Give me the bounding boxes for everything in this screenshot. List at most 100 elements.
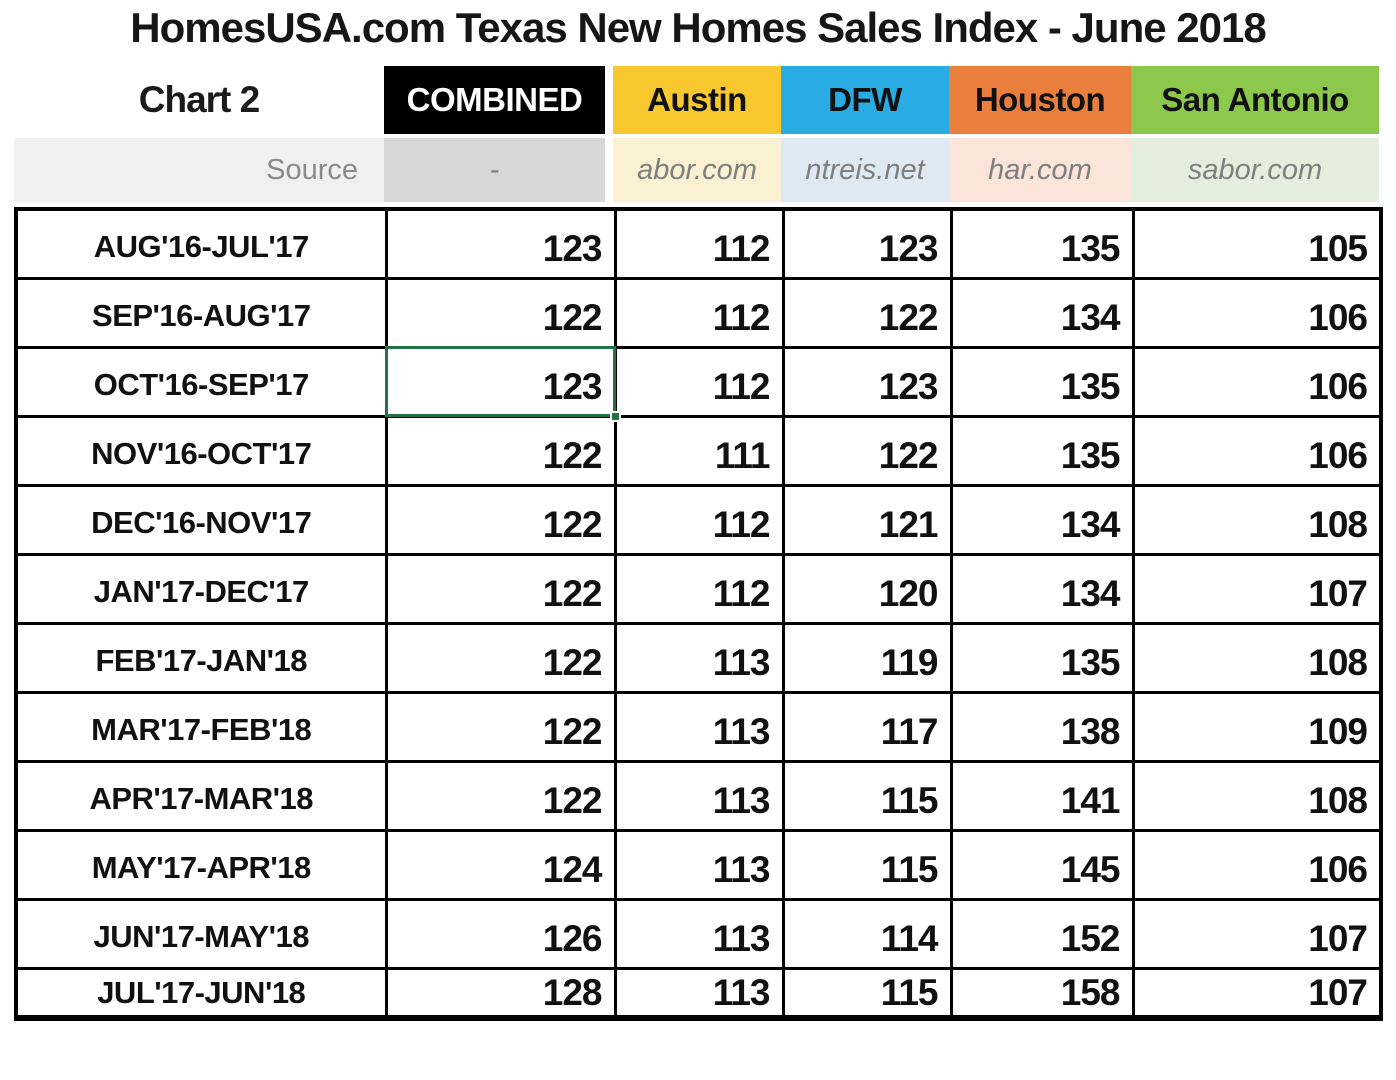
period-cell[interactable]: NOV'16-OCT'17: [14, 414, 388, 487]
table-row: APR'17-MAR'18 122 113 115 141 108: [14, 759, 1383, 832]
value-cell[interactable]: 112: [613, 207, 785, 280]
value-cell[interactable]: 106: [1131, 414, 1383, 487]
value-cell[interactable]: 111: [613, 414, 785, 487]
page-title: HomesUSA.com Texas New Homes Sales Index…: [130, 4, 1266, 51]
value-cell[interactable]: 152: [949, 897, 1135, 970]
value-cell[interactable]: 158: [949, 966, 1135, 1020]
value-cell[interactable]: 121: [781, 483, 953, 556]
table-row: DEC'16-NOV'17 122 112 121 134 108: [14, 483, 1383, 556]
value-cell[interactable]: 112: [613, 345, 785, 418]
value-cell[interactable]: 122: [781, 414, 953, 487]
value-cell[interactable]: 134: [949, 276, 1135, 349]
table-row: AUG'16-JUL'17 123 112 123 135 105: [14, 207, 1383, 280]
data-table: AUG'16-JUL'17 123 112 123 135 105 SEP'16-AUG…: [14, 207, 1383, 1021]
value-cell[interactable]: 113: [613, 828, 785, 901]
period-cell[interactable]: JUN'17-MAY'18: [14, 897, 388, 970]
period-cell[interactable]: FEB'17-JAN'18: [14, 621, 388, 694]
column-header-houston[interactable]: Houston: [949, 66, 1131, 134]
source-cell-houston[interactable]: har.com: [949, 138, 1131, 202]
value-cell[interactable]: 134: [949, 483, 1135, 556]
period-cell[interactable]: AUG'16-JUL'17: [14, 207, 388, 280]
value-cell[interactable]: 128: [384, 966, 617, 1020]
source-cell-san-antonio[interactable]: sabor.com: [1131, 138, 1379, 202]
period-cell[interactable]: MAY'17-APR'18: [14, 828, 388, 901]
value-cell[interactable]: 119: [781, 621, 953, 694]
value-cell[interactable]: 122: [384, 414, 617, 487]
value-cell[interactable]: 122: [781, 276, 953, 349]
value-cell[interactable]: 113: [613, 966, 785, 1020]
value-cell[interactable]: 135: [949, 345, 1135, 418]
period-cell[interactable]: APR'17-MAR'18: [14, 759, 388, 832]
value-cell[interactable]: 108: [1131, 759, 1383, 832]
table-row: OCT'16-SEP'17 123 112 123 135 106: [14, 345, 1383, 422]
value-cell[interactable]: 106: [1131, 276, 1383, 349]
value-cell[interactable]: 120: [781, 552, 953, 625]
value-cell[interactable]: 141: [949, 759, 1135, 832]
value-cell[interactable]: 107: [1131, 966, 1383, 1020]
period-cell[interactable]: SEP'16-AUG'17: [14, 276, 388, 349]
value-cell[interactable]: 108: [1131, 483, 1383, 556]
value-cell[interactable]: 134: [949, 552, 1135, 625]
period-cell[interactable]: OCT'16-SEP'17: [14, 345, 388, 418]
value-cell[interactable]: 107: [1131, 897, 1383, 970]
table-row: MAR'17-FEB'18 122 113 117 138 109: [14, 690, 1383, 763]
table-row: JUN'17-MAY'18 126 113 114 152 107: [14, 897, 1383, 970]
value-cell[interactable]: 122: [384, 690, 617, 763]
value-cell[interactable]: 115: [781, 966, 953, 1020]
column-header-combined[interactable]: COMBINED: [384, 66, 605, 134]
value-cell[interactable]: 124: [384, 828, 617, 901]
value-cell[interactable]: 135: [949, 414, 1135, 487]
chart-number-label: Chart 2: [138, 79, 260, 120]
value-cell[interactable]: 138: [949, 690, 1135, 763]
value-cell[interactable]: 122: [384, 483, 617, 556]
column-header-san-antonio[interactable]: San Antonio: [1131, 66, 1379, 134]
period-cell[interactable]: DEC'16-NOV'17: [14, 483, 388, 556]
value-cell[interactable]: 107: [1131, 552, 1383, 625]
value-cell[interactable]: 122: [384, 621, 617, 694]
value-cell[interactable]: 123: [781, 345, 953, 418]
value-cell[interactable]: 112: [613, 483, 785, 556]
value-cell[interactable]: 126: [384, 897, 617, 970]
column-header-dfw[interactable]: DFW: [781, 66, 949, 134]
source-cell-austin[interactable]: abor.com: [613, 138, 781, 202]
value-cell[interactable]: 123: [781, 207, 953, 280]
value-cell[interactable]: 113: [613, 690, 785, 763]
column-header-austin[interactable]: Austin: [613, 66, 781, 134]
table-row: MAY'17-APR'18 124 113 115 145 106: [14, 828, 1383, 901]
value-cell[interactable]: 113: [613, 759, 785, 832]
value-cell[interactable]: 109: [1131, 690, 1383, 763]
period-cell[interactable]: JUL'17-JUN'18: [14, 966, 388, 1020]
value-cell[interactable]: 114: [781, 897, 953, 970]
value-cell[interactable]: 115: [781, 759, 953, 832]
value-cell[interactable]: 122: [384, 759, 617, 832]
table-row: SEP'16-AUG'17 122 112 122 134 106: [14, 276, 1383, 349]
source-row-label: Source: [14, 138, 384, 202]
column-headers: COMBINED Austin DFW Houston San Antonio: [384, 66, 1379, 134]
value-cell[interactable]: 113: [613, 621, 785, 694]
source-cell-dfw[interactable]: ntreis.net: [781, 138, 949, 202]
selected-cell[interactable]: 123: [384, 345, 621, 422]
value-cell[interactable]: 106: [1131, 345, 1383, 418]
value-cell[interactable]: 112: [613, 552, 785, 625]
fill-handle[interactable]: [609, 410, 621, 422]
value-cell[interactable]: 115: [781, 828, 953, 901]
value-cell[interactable]: 106: [1131, 828, 1383, 901]
table-row: JAN'17-DEC'17 122 112 120 134 107: [14, 552, 1383, 625]
value-cell[interactable]: 135: [949, 207, 1135, 280]
value-cell[interactable]: 145: [949, 828, 1135, 901]
value-cell[interactable]: 113: [613, 897, 785, 970]
table-row: NOV'16-OCT'17 122 111 122 135 106: [14, 414, 1383, 487]
period-cell[interactable]: MAR'17-FEB'18: [14, 690, 388, 763]
value-cell[interactable]: 117: [781, 690, 953, 763]
value-cell[interactable]: 122: [384, 552, 617, 625]
table-row: JUL'17-JUN'18 128 113 115 158 107: [14, 966, 1383, 1020]
value-cell[interactable]: 112: [613, 276, 785, 349]
value-cell[interactable]: 123: [384, 207, 617, 280]
source-cell-combined[interactable]: -: [384, 138, 605, 202]
period-cell[interactable]: JAN'17-DEC'17: [14, 552, 388, 625]
value-cell[interactable]: 108: [1131, 621, 1383, 694]
value-cell[interactable]: 135: [949, 621, 1135, 694]
value-cell[interactable]: 105: [1131, 207, 1383, 280]
value-cell[interactable]: 122: [384, 276, 617, 349]
